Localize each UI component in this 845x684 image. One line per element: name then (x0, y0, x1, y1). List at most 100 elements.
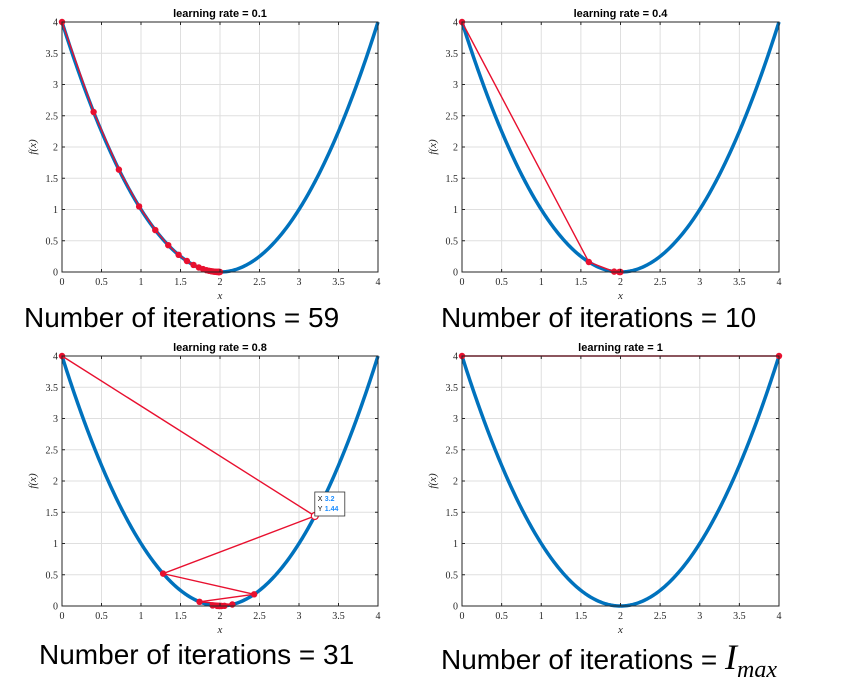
y-axis-label: f(x) (427, 473, 439, 489)
y-tick-label: 1 (453, 539, 458, 550)
chart-lr-0-8: 0 0.5 1 1.5 2 2.5 3 3.5 4 0 0.5 1 1.5 2 2.5 3 3.5 4 learni… (27, 342, 381, 636)
y-tick-label: 3.5 (46, 49, 59, 60)
y-tick-label: 4 (53, 352, 58, 363)
panel-lr-0-1: 0 0.5 1 1.5 2 2.5 3 3.5 4 0 0.5 1 1.5 2 2.5 3 3.5 4 learni… (0, 0, 422, 341)
iterations-caption-lr-0-4: Number of iterations = 10 (441, 302, 757, 333)
chart-lr-0-4: 0 0.5 1 1.5 2 2.5 3 3.5 4 0 0.5 1 1.5 2 2.5 3 3.5 4 learni… (427, 8, 782, 302)
x-tick-label: 2 (218, 611, 223, 622)
y-tick-label: 4 (453, 352, 458, 363)
iterations-caption-lr-0-1: Number of iterations = 59 (24, 302, 340, 333)
datatip-y-label: Y (318, 506, 323, 513)
x-tick-label: 3 (297, 611, 302, 622)
x-tick-label: 1.5 (575, 611, 588, 622)
y-tick-label: 0 (453, 602, 458, 613)
x-tick-label: 3.5 (733, 611, 746, 622)
x-axis-label: x (217, 290, 223, 302)
y-tick-label: 2.5 (446, 111, 459, 122)
x-tick-label: 0.5 (495, 611, 508, 622)
y-tick-label: 2.5 (446, 445, 459, 456)
y-axis-label: f(x) (27, 139, 39, 155)
x-tick-label: 4 (777, 277, 782, 288)
x-tick-label: 2.5 (253, 277, 266, 288)
x-tick-label: 3.5 (733, 277, 746, 288)
x-tick-label: 0 (460, 277, 465, 288)
y-tick-label: 1.5 (446, 174, 459, 185)
descent-point (115, 166, 123, 173)
y-tick-label: 0.5 (46, 236, 59, 247)
x-tick-label: 1 (539, 277, 544, 288)
x-tick-label: 2.5 (654, 611, 667, 622)
panel-lr-0-4: 0 0.5 1 1.5 2 2.5 3 3.5 4 0 0.5 1 1.5 2 2.5 3 3.5 4 learni… (400, 0, 845, 341)
y-tick-label: 1.5 (46, 508, 59, 519)
y-tick-label: 2.5 (46, 111, 59, 122)
chart-title: learning rate = 0.4 (574, 8, 669, 20)
x-tick-label: 3.5 (332, 611, 345, 622)
x-tick-label: 4 (376, 277, 381, 288)
panel-lr-1: 0 0.5 1 1.5 2 2.5 3 3.5 4 0 0.5 1 1.5 2 2.5 3 3.5 4 learni… (400, 333, 845, 683)
y-tick-label: 3 (453, 414, 458, 425)
descent-point (165, 241, 172, 249)
datatip-x-value: 3.2 (325, 496, 335, 503)
x-tick-label: 1.5 (174, 611, 187, 622)
y-tick-label: 2.5 (46, 445, 59, 456)
y-tick-label: 0 (53, 268, 58, 279)
x-tick-label: 1 (139, 277, 144, 288)
descent-point (209, 602, 216, 609)
y-tick-label: 3.5 (446, 383, 459, 394)
datatip-box (314, 491, 346, 517)
descent-point (152, 226, 159, 234)
x-tick-label: 4 (376, 611, 381, 622)
x-axis-label: x (617, 290, 623, 302)
chart-title: learning rate = 0.8 (173, 342, 267, 354)
x-axis-label: x (617, 624, 623, 636)
y-tick-label: 1 (53, 205, 58, 216)
x-tick-label: 1 (539, 611, 544, 622)
chart-title: learning rate = 1 (578, 342, 663, 354)
descent-point (585, 258, 592, 266)
x-axis-label: x (217, 624, 223, 636)
y-tick-label: 0.5 (46, 570, 59, 581)
descent-point (250, 591, 258, 598)
y-tick-label: 1 (453, 205, 458, 216)
x-tick-label: 3 (297, 277, 302, 288)
y-tick-label: 3 (53, 414, 58, 425)
x-tick-label: 2 (218, 277, 223, 288)
y-tick-label: 3.5 (446, 49, 459, 60)
chart-lr-1: 0 0.5 1 1.5 2 2.5 3 3.5 4 0 0.5 1 1.5 2 2.5 3 3.5 4 learni… (427, 342, 783, 636)
x-tick-label: 0.5 (95, 277, 108, 288)
x-tick-label: 2.5 (253, 611, 266, 622)
iterations-caption-lr-0-8: Number of iterations = 31 (39, 639, 355, 670)
x-tick-label: 2 (618, 277, 623, 288)
y-tick-label: 2 (53, 477, 58, 488)
y-tick-label: 4 (53, 18, 58, 29)
descent-point (196, 598, 203, 606)
descent-point (175, 251, 182, 259)
datatip-x-label: X (318, 496, 323, 503)
descent-point (183, 257, 191, 265)
x-tick-label: 2 (618, 611, 623, 622)
chart-lr-0-1: 0 0.5 1 1.5 2 2.5 3 3.5 4 0 0.5 1 1.5 2 2.5 3 3.5 4 learni… (27, 8, 381, 302)
x-tick-label: 3 (697, 611, 702, 622)
panel-lr-0-8: 0 0.5 1 1.5 2 2.5 3 3.5 4 0 0.5 1 1.5 2 2.5 3 3.5 4 learni… (0, 333, 422, 683)
y-axis-label: f(x) (27, 473, 39, 489)
y-tick-label: 0.5 (446, 570, 459, 581)
x-tick-label: 0.5 (95, 611, 108, 622)
y-tick-label: 0 (453, 268, 458, 279)
y-tick-label: 3.5 (46, 383, 59, 394)
y-axis-label: f(x) (427, 139, 439, 155)
y-tick-label: 0.5 (446, 236, 459, 247)
y-tick-label: 3 (53, 80, 58, 91)
descent-point (159, 570, 167, 577)
y-tick-label: 1.5 (46, 174, 59, 185)
y-tick-label: 1 (53, 539, 58, 550)
y-tick-label: 4 (453, 18, 458, 29)
y-tick-label: 0 (53, 602, 58, 613)
datatip-y-value: 1.44 (325, 506, 339, 513)
x-tick-label: 1.5 (174, 277, 187, 288)
descent-point (229, 601, 236, 608)
x-tick-label: 0 (60, 611, 65, 622)
x-tick-label: 2.5 (654, 277, 667, 288)
descent-point (90, 108, 97, 116)
x-tick-label: 3.5 (332, 277, 345, 288)
x-tick-label: 0 (60, 277, 65, 288)
